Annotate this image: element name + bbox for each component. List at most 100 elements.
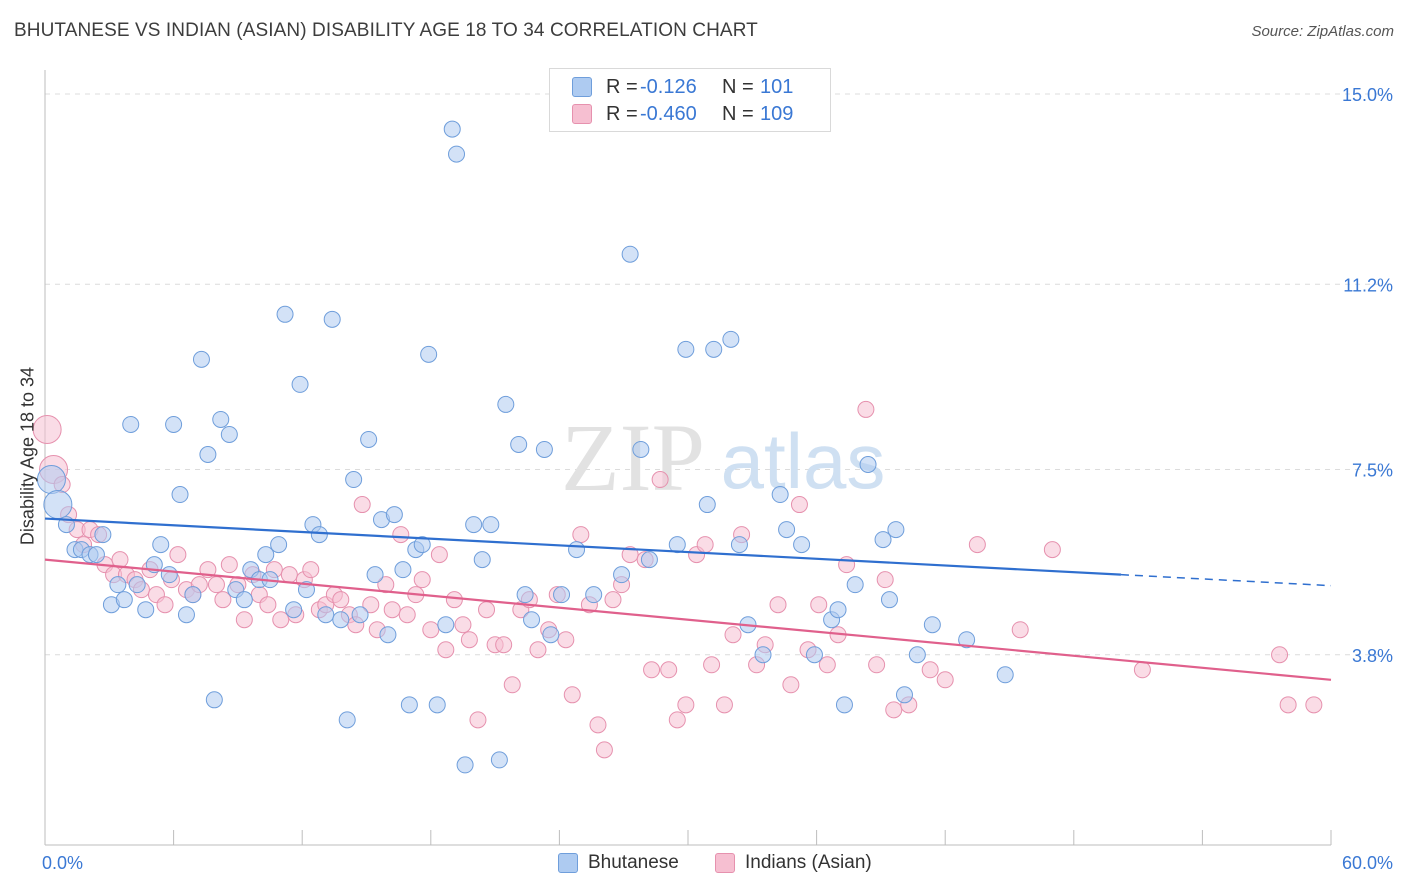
point-bhutanese bbox=[160, 566, 178, 584]
point-bhutanese bbox=[94, 526, 112, 544]
point-bhutanese bbox=[880, 591, 898, 609]
y-tick-label: 11.2% bbox=[1343, 275, 1393, 295]
point-indian bbox=[724, 626, 742, 644]
point-bhutanese bbox=[793, 536, 811, 554]
point-bhutanese bbox=[360, 430, 378, 448]
point-indian bbox=[1043, 541, 1061, 559]
point-bhutanese bbox=[428, 696, 446, 714]
point-bhutanese bbox=[152, 536, 170, 554]
point-indian bbox=[668, 711, 686, 729]
point-indian bbox=[572, 526, 590, 544]
point-indian bbox=[214, 591, 232, 609]
point-bhutanese bbox=[771, 486, 789, 504]
point-indian bbox=[595, 741, 613, 759]
point-bhutanese bbox=[640, 551, 658, 569]
point-indian bbox=[430, 546, 448, 564]
point-bhutanese bbox=[473, 551, 491, 569]
point-indian bbox=[220, 556, 238, 574]
point-bhutanese bbox=[778, 521, 796, 539]
point-bhutanese bbox=[177, 606, 195, 624]
point-bhutanese bbox=[621, 245, 639, 263]
point-bhutanese bbox=[632, 440, 650, 458]
point-bhutanese bbox=[996, 666, 1014, 684]
point-indian bbox=[362, 596, 380, 614]
point-indian bbox=[1133, 661, 1151, 679]
point-bhutanese bbox=[448, 145, 466, 163]
point-indian bbox=[1011, 621, 1029, 639]
point-bhutanese bbox=[235, 591, 253, 609]
point-bhutanese bbox=[205, 691, 223, 709]
point-bhutanese bbox=[323, 310, 341, 328]
point-bhutanese bbox=[220, 425, 238, 443]
point-bhutanese bbox=[497, 395, 515, 413]
point-indian bbox=[383, 601, 401, 619]
point-indian bbox=[377, 576, 395, 594]
point-bhutanese bbox=[43, 490, 73, 520]
point-indian bbox=[398, 606, 416, 624]
point-indian bbox=[563, 686, 581, 704]
point-bhutanese bbox=[122, 415, 140, 433]
watermark-zip: ZIP bbox=[561, 404, 705, 511]
y-tick-label: 15.0% bbox=[1342, 85, 1393, 105]
axes bbox=[44, 70, 1332, 846]
point-bhutanese bbox=[698, 496, 716, 514]
point-indian bbox=[1271, 646, 1289, 664]
y-axis-label: Disability Age 18 to 34 bbox=[17, 366, 38, 546]
point-bhutanese bbox=[317, 606, 335, 624]
point-indian bbox=[392, 526, 410, 544]
legend-item-bhutanese[interactable]: Bhutanese bbox=[558, 852, 679, 874]
watermark-atlas: atlas bbox=[721, 417, 886, 505]
legend-r-label: R = bbox=[606, 75, 638, 98]
point-indian bbox=[782, 676, 800, 694]
point-indian bbox=[921, 661, 939, 679]
point-bhutanese bbox=[705, 340, 723, 358]
point-indian bbox=[936, 671, 954, 689]
point-bhutanese bbox=[465, 516, 483, 534]
point-indian bbox=[454, 616, 472, 634]
point-bhutanese bbox=[846, 576, 864, 594]
trend-lines bbox=[44, 517, 1332, 681]
point-bhutanese bbox=[285, 601, 303, 619]
point-bhutanese bbox=[212, 410, 230, 428]
trend-extension-bhutanese bbox=[1120, 573, 1332, 587]
point-bhutanese bbox=[128, 576, 146, 594]
legend-swatch-indian bbox=[572, 104, 592, 124]
legend-label-indian: Indians (Asian) bbox=[745, 852, 872, 873]
point-indian bbox=[868, 656, 886, 674]
point-indian bbox=[818, 656, 836, 674]
grid-lines bbox=[45, 93, 1392, 656]
legend-row-indian: R = -0.460 N = 109 bbox=[572, 102, 793, 126]
point-indian bbox=[696, 536, 714, 554]
point-indian bbox=[885, 701, 903, 719]
point-bhutanese bbox=[291, 375, 309, 393]
point-indian bbox=[876, 571, 894, 589]
point-bhutanese bbox=[613, 566, 631, 584]
legend-n-value: 101 bbox=[760, 75, 794, 98]
point-bhutanese bbox=[859, 456, 877, 474]
point-indian bbox=[413, 571, 431, 589]
point-bhutanese bbox=[297, 581, 315, 599]
point-indian bbox=[643, 661, 661, 679]
point-indian bbox=[790, 496, 808, 514]
point-indian bbox=[478, 601, 496, 619]
legend-swatch-bhutanese bbox=[572, 77, 592, 97]
point-indian bbox=[857, 400, 875, 418]
point-indian bbox=[651, 471, 669, 489]
point-bhutanese bbox=[829, 601, 847, 619]
point-bhutanese bbox=[568, 541, 586, 559]
data-points bbox=[32, 120, 1323, 774]
point-bhutanese bbox=[109, 576, 127, 594]
point-bhutanese bbox=[958, 631, 976, 649]
point-bhutanese bbox=[270, 536, 288, 554]
point-indian bbox=[810, 596, 828, 614]
point-bhutanese bbox=[338, 711, 356, 729]
point-bhutanese bbox=[677, 340, 695, 358]
point-indian bbox=[445, 591, 463, 609]
point-bhutanese bbox=[310, 526, 328, 544]
legend-item-indian[interactable]: Indians (Asian) bbox=[715, 852, 872, 874]
point-bhutanese bbox=[730, 536, 748, 554]
legend-r-label: R = bbox=[606, 102, 638, 125]
x-tick-label: 60.0% bbox=[1342, 853, 1393, 873]
point-indian bbox=[272, 611, 290, 629]
point-bhutanese bbox=[115, 591, 133, 609]
